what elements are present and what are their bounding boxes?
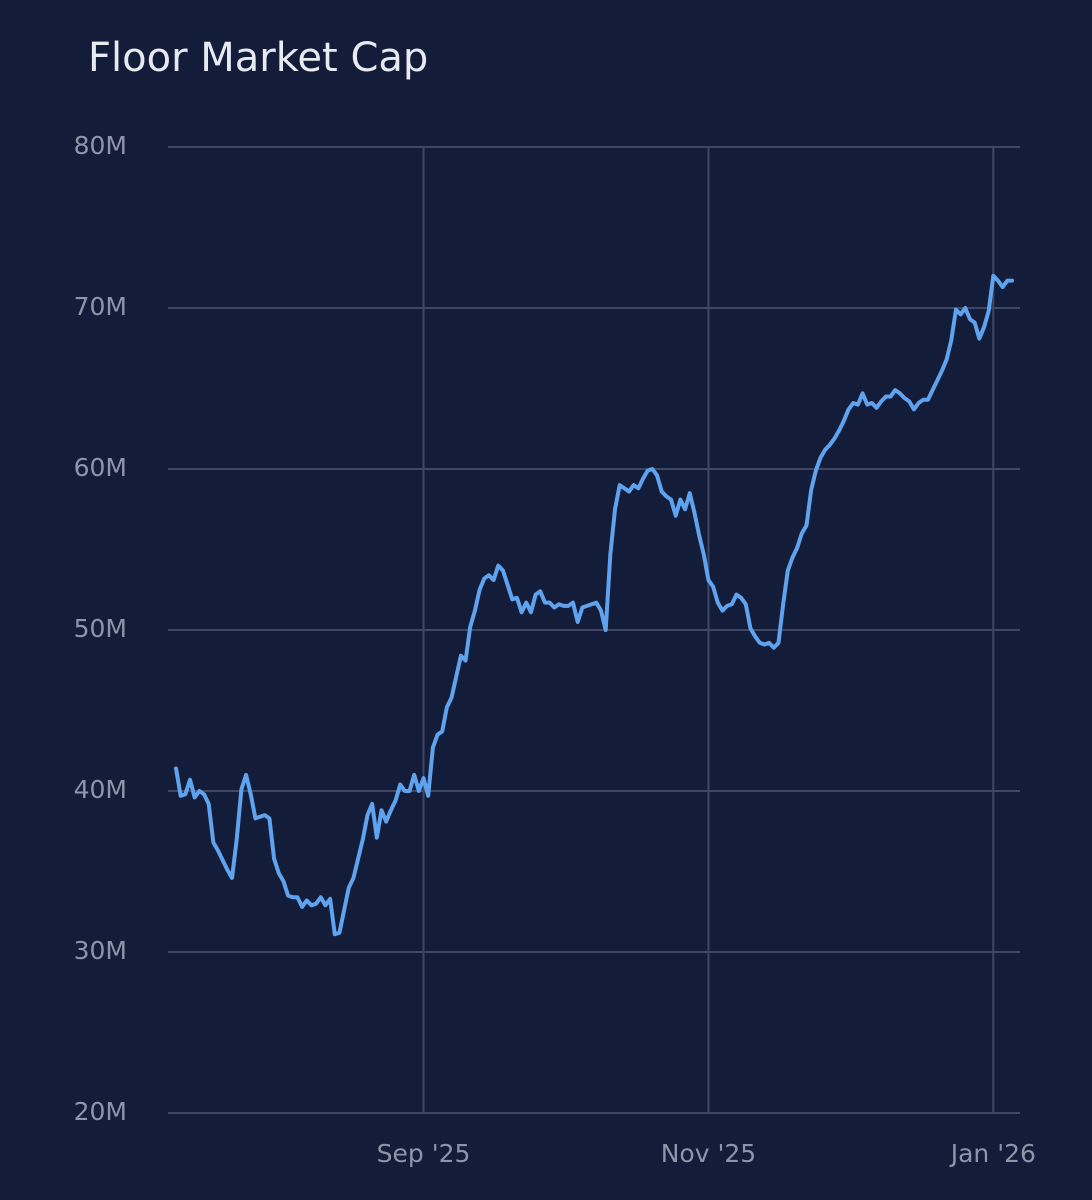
x-tick-label: Jan '26 — [949, 1139, 1036, 1168]
y-tick-label: 80M — [74, 131, 127, 160]
y-tick-label: 40M — [74, 775, 127, 804]
y-tick-label: 50M — [74, 614, 127, 643]
y-tick-label: 70M — [74, 292, 127, 321]
data-line — [174, 273, 1014, 937]
y-tick-label: 20M — [74, 1097, 127, 1126]
y-tick-label: 30M — [74, 936, 127, 965]
x-tick-label: Sep '25 — [377, 1139, 471, 1168]
chart-title: Floor Market Cap — [88, 35, 428, 81]
x-tick-label: Nov '25 — [661, 1139, 756, 1168]
y-tick-label: 60M — [74, 453, 127, 482]
